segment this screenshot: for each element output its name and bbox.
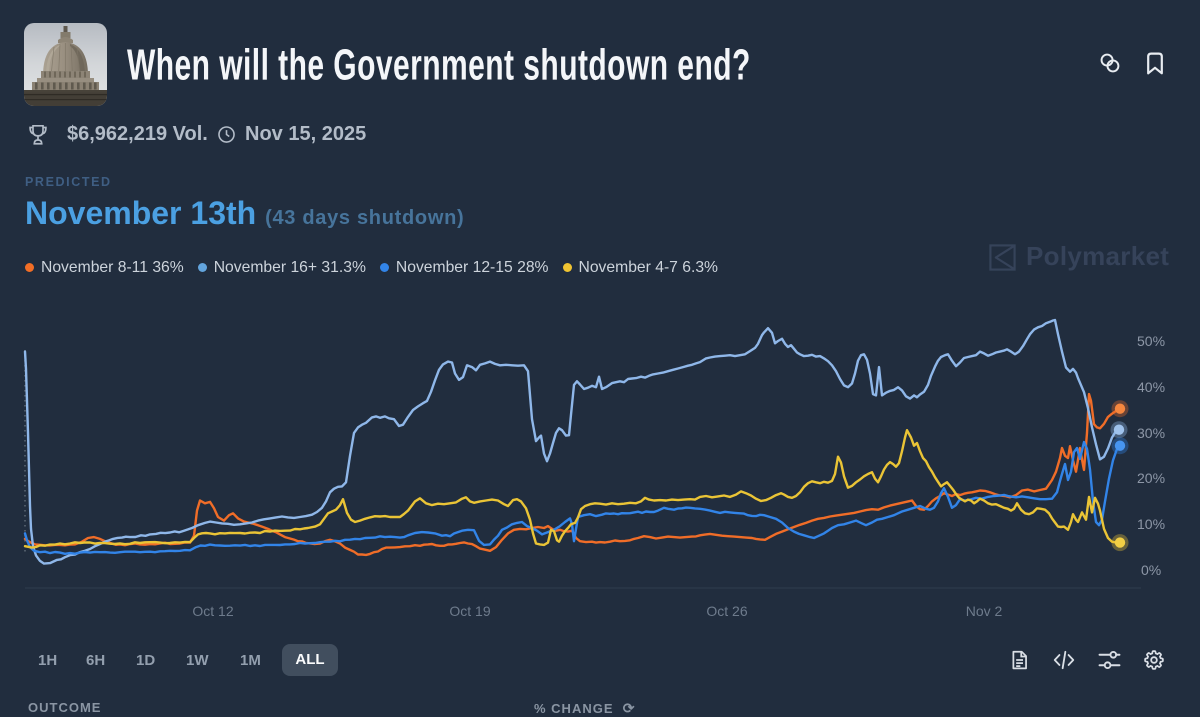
svg-text:30%: 30% (1137, 425, 1165, 441)
svg-text:40%: 40% (1137, 379, 1165, 395)
svg-text:Oct 19: Oct 19 (449, 603, 490, 619)
svg-text:Oct 12: Oct 12 (192, 603, 233, 619)
svg-text:10%: 10% (1137, 516, 1165, 532)
svg-text:50%: 50% (1137, 333, 1165, 349)
svg-text:20%: 20% (1137, 470, 1165, 486)
svg-text:0%: 0% (1141, 562, 1161, 578)
svg-text:Nov 2: Nov 2 (966, 603, 1003, 619)
svg-text:Oct 26: Oct 26 (706, 603, 747, 619)
